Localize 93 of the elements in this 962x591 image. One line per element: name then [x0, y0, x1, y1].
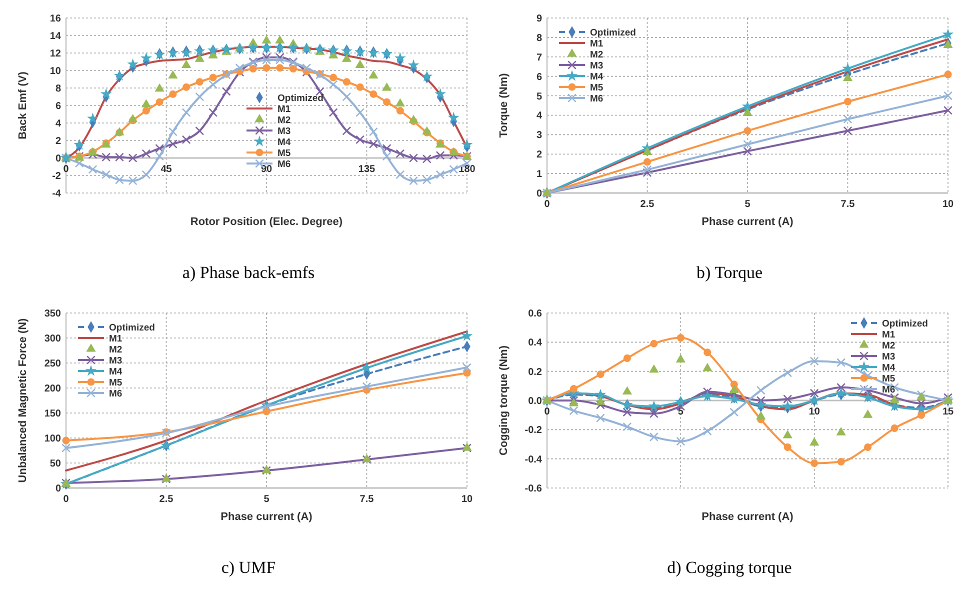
x-tick-label: 10 — [461, 494, 473, 505]
legend-label: M5 — [278, 148, 292, 159]
x-tick-label: 7.5 — [840, 199, 856, 210]
x-tick-label: 2.5 — [159, 494, 174, 505]
y-tick-label: -0.4 — [524, 454, 542, 466]
y-tick-label: -0.6 — [524, 484, 542, 494]
y-tick-label: 16 — [50, 14, 62, 24]
y-tick-label: 150 — [44, 408, 62, 420]
legend-label: M1 — [882, 329, 896, 340]
y-tick-label: 9 — [536, 14, 542, 24]
x-tick-label: 10 — [808, 406, 820, 418]
legend-label: M2 — [278, 114, 291, 126]
legend-label: Optimized — [590, 27, 636, 38]
legend-label: M4 — [590, 71, 604, 82]
y-tick-label: 3 — [536, 130, 542, 142]
y-tick-label: 0 — [536, 188, 542, 200]
y-tick-label: 0.4 — [528, 338, 542, 349]
y-tick-label: 100 — [44, 434, 62, 444]
x-tick-label: 90 — [260, 164, 272, 175]
y-tick-label: 6 — [55, 101, 62, 112]
y-tick-label: 1 — [536, 169, 542, 180]
y-tick-label: 350 — [44, 308, 62, 320]
y-tick-label: 0.6 — [528, 308, 542, 320]
y-axis-title: Cogging torque (Nm) — [498, 345, 510, 456]
legend-label: M1 — [590, 38, 604, 50]
x-tick-label: 7.5 — [360, 494, 374, 505]
y-axis-title: Unbalanced Magnetic Force (N) — [17, 318, 29, 483]
y-tick-label: 200 — [44, 384, 62, 394]
x-tick-label: 0 — [544, 406, 550, 418]
legend-label: M1 — [109, 333, 123, 344]
legend-label: M6 — [590, 93, 604, 104]
legend-label: M3 — [278, 126, 291, 137]
x-tick-label: 0 — [63, 494, 70, 505]
text: b) Torque — [696, 263, 763, 282]
legend-label: M4 — [882, 362, 896, 374]
x-tick-label: 10 — [942, 199, 954, 210]
x-tick-label: 2.5 — [640, 199, 655, 210]
legend-label: M2 — [109, 344, 122, 356]
legend-label: M4 — [109, 366, 123, 378]
legend-label: Optimized — [109, 322, 156, 334]
x-tick-label: 5 — [744, 199, 751, 210]
y-tick-label: -2 — [52, 171, 62, 182]
legend-label: M4 — [278, 136, 292, 148]
y-tick-label: 0.0 — [528, 396, 542, 407]
y-tick-label: 10 — [50, 66, 62, 77]
legend-label: M5 — [882, 373, 896, 384]
y-tick-label: 7 — [536, 52, 542, 64]
text: a) Phase back-emfs — [182, 263, 315, 282]
y-tick-label: 14 — [50, 31, 62, 42]
y-tick-label: 0.2 — [528, 366, 542, 378]
y-tick-label: 0 — [55, 484, 62, 494]
text: d) Cogging torque — [667, 558, 792, 577]
y-tick-label: 0 — [55, 154, 62, 164]
text: c) UMF — [221, 558, 276, 577]
legend-label: M2 — [882, 340, 896, 352]
y-tick-label: -0.2 — [524, 425, 542, 436]
x-axis-title: Phase current (A) — [220, 511, 313, 523]
legend-label: M1 — [278, 104, 292, 115]
legend-label: Optimized — [882, 318, 928, 330]
y-tick-label: 2 — [536, 150, 542, 161]
x-tick-label: 135 — [358, 164, 376, 175]
legend-label: M6 — [109, 388, 122, 400]
legend-label: M5 — [109, 377, 123, 388]
x-axis-title: Phase current (A) — [702, 511, 794, 523]
y-tick-label: -4 — [52, 188, 62, 200]
y-tick-label: 5 — [536, 91, 542, 102]
x-tick-label: 0 — [63, 164, 70, 175]
y-tick-label: 6 — [536, 72, 542, 83]
legend-label: M3 — [590, 60, 604, 72]
legend-label: M2 — [590, 49, 604, 60]
x-tick-label: 15 — [942, 406, 954, 418]
y-tick-label: 8 — [55, 84, 62, 94]
x-tick-label: 0 — [544, 199, 550, 210]
y-axis-title: Back Emf (V) — [17, 71, 29, 140]
y-tick-label: 4 — [536, 110, 542, 122]
x-axis-title: Phase current (A) — [702, 216, 794, 228]
legend-label: M6 — [882, 384, 896, 396]
y-tick-label: 50 — [50, 458, 62, 470]
x-tick-label: 5 — [264, 494, 270, 505]
y-axis-title: Torque (Nm) — [498, 72, 510, 138]
y-tick-label: 8 — [536, 32, 542, 44]
legend-label: M5 — [590, 82, 604, 94]
y-tick-label: 2 — [55, 136, 62, 147]
y-tick-label: 250 — [44, 358, 62, 370]
legend-label: M6 — [278, 158, 291, 170]
y-tick-label: 300 — [44, 334, 62, 344]
legend-label: M3 — [882, 351, 896, 362]
legend-label: M3 — [109, 355, 122, 366]
x-tick-label: 45 — [160, 164, 172, 175]
y-tick-label: 12 — [50, 48, 62, 60]
y-tick-label: 4 — [55, 118, 62, 130]
x-axis-title: Rotor Position (Elec. Degree) — [190, 216, 343, 228]
legend-label: Optimized — [278, 92, 324, 104]
